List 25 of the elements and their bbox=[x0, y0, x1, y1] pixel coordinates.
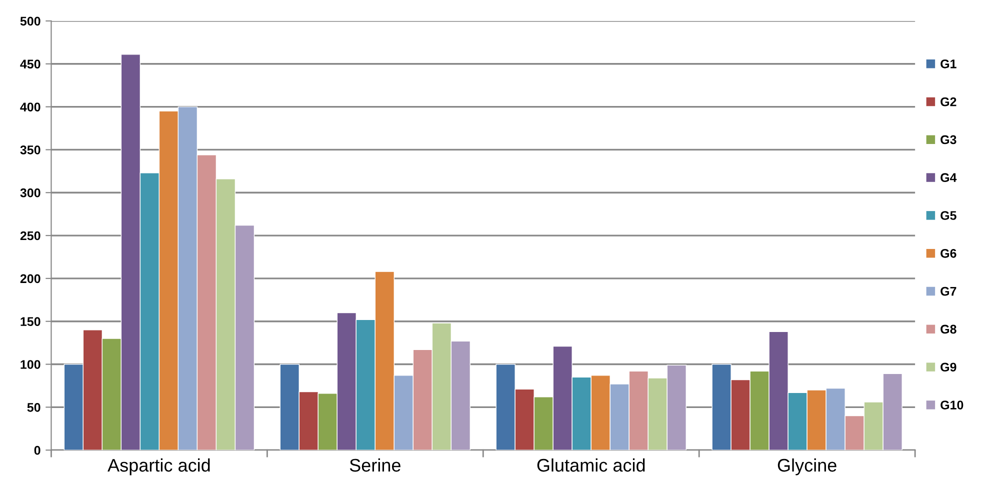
legend-label: G1 bbox=[940, 59, 956, 68]
x-tick-label: Aspartic acid bbox=[108, 458, 210, 476]
legend-label: G3 bbox=[940, 135, 956, 144]
legend-label: G8 bbox=[940, 324, 956, 334]
y-tick-label: 150 bbox=[20, 317, 40, 326]
legend-label: G6 bbox=[940, 248, 956, 258]
y-tick-label: 100 bbox=[20, 360, 40, 369]
y-tick-label: 250 bbox=[20, 231, 40, 240]
x-tick-label: Glycine bbox=[778, 458, 836, 476]
y-tick-label: 300 bbox=[20, 188, 40, 198]
x-tick-label: Serine bbox=[350, 458, 400, 472]
legend-label: G4 bbox=[940, 173, 957, 182]
legend-label: G10 bbox=[940, 400, 964, 410]
legend-label: G7 bbox=[940, 286, 956, 296]
legend-label: G5 bbox=[940, 211, 956, 220]
legend-label: G9 bbox=[940, 362, 956, 372]
y-tick-label: 500 bbox=[20, 16, 40, 26]
y-tick-label: 50 bbox=[27, 402, 40, 412]
y-tick-label: 200 bbox=[20, 274, 40, 284]
y-tick-label: 400 bbox=[20, 102, 40, 112]
y-tick-label: 0 bbox=[34, 446, 40, 455]
legend-label: G2 bbox=[940, 97, 956, 106]
y-tick-label: 450 bbox=[20, 60, 40, 69]
x-tick-label: Glutamic acid bbox=[537, 458, 645, 472]
y-tick-label: 350 bbox=[20, 146, 40, 154]
